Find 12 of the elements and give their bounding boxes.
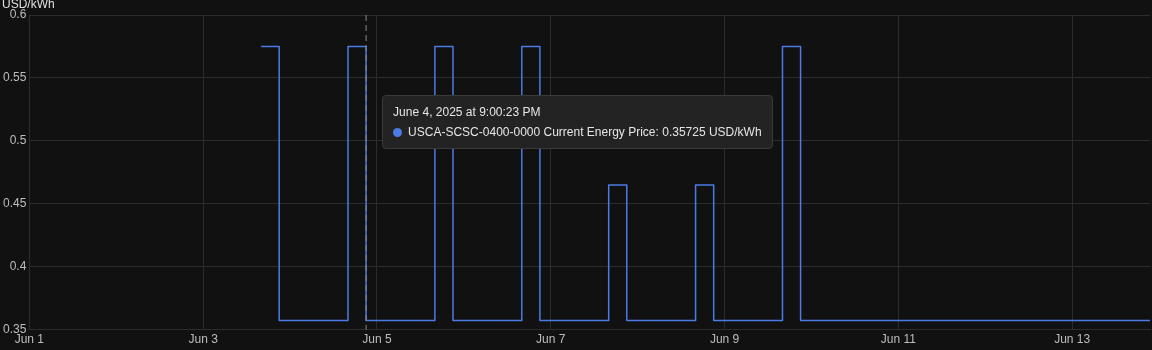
y-tick-label: 0.5 [9,133,27,148]
x-tick-label: Jun 7 [536,332,566,347]
y-tick-label: 0.4 [9,258,27,273]
x-tick-label: Jun 11 [880,332,917,347]
x-tick-label: Jun 3 [188,332,219,347]
annotation: June 4, 2025 at 9:00:23 PM USCA-SCSC-0400-0000 Current Energy Price: 0.35725 USD/kWh [393,105,762,139]
x-tick-label: Jun 9 [709,332,740,347]
x-tick-label: Jun 13 [1054,332,1091,347]
y-tick-label: 0.45 [3,196,27,211]
x-tick-label: Jun 5 [362,332,392,347]
y-tick-label: 0.55 [3,70,27,85]
y-tick-label: 0.6 [9,7,27,22]
